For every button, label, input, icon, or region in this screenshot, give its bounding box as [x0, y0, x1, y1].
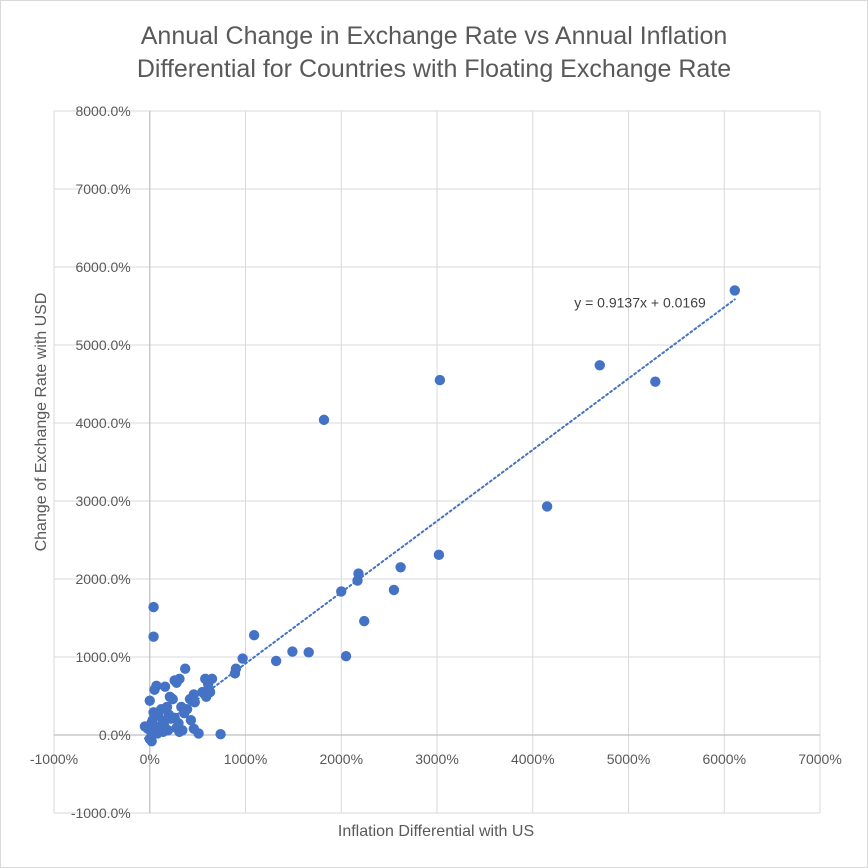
y-tick-label: 8000.0% — [75, 103, 130, 119]
x-tick-label: 6000% — [702, 751, 746, 767]
data-point — [193, 728, 204, 739]
data-point — [340, 651, 352, 662]
data-point — [156, 704, 167, 715]
data-point — [215, 729, 226, 740]
data-point — [729, 285, 740, 296]
data-point — [352, 575, 363, 586]
trendline-path — [143, 298, 736, 740]
data-point — [167, 693, 178, 705]
data-point — [144, 733, 155, 745]
data-point — [388, 584, 400, 596]
y-tick-label: 3000.0% — [75, 493, 130, 509]
data-point — [237, 653, 248, 664]
x-tick-label: 1000% — [224, 751, 268, 767]
data-point — [248, 629, 260, 641]
data-point — [148, 601, 159, 613]
y-tick-label: 4000.0% — [75, 415, 130, 431]
data-point — [434, 374, 446, 386]
x-tick-label: 5000% — [607, 751, 651, 767]
x-tick-label: 2000% — [319, 751, 363, 767]
y-tick-label: 5000.0% — [75, 337, 130, 353]
data-point — [594, 360, 605, 371]
y-tick-label: 1000.0% — [75, 649, 130, 665]
y-tick-label: -1000.0% — [71, 805, 131, 821]
x-tick-label: 7000% — [798, 751, 842, 767]
data-point — [287, 646, 298, 657]
y-tick-label: 0.0% — [99, 727, 131, 743]
data-point — [650, 376, 661, 387]
data-point — [171, 677, 182, 688]
y-axis-title: Change of Exchange Rate with USD — [33, 293, 50, 552]
data-point — [147, 714, 158, 726]
chart-title: Annual Change in Exchange Rate vs Annual… — [137, 22, 731, 83]
chart-title-line-1: Annual Change in Exchange Rate vs Annual… — [141, 22, 728, 50]
x-tick-label: 4000% — [511, 751, 555, 767]
chart-title-line-2: Differential for Countries with Floating… — [137, 55, 731, 83]
y-tick-label: 2000.0% — [75, 571, 130, 587]
data-point — [169, 712, 180, 724]
data-point — [151, 722, 162, 734]
data-point — [179, 663, 191, 674]
data-point — [174, 726, 185, 738]
data-point — [303, 647, 314, 658]
data-point — [185, 714, 197, 726]
data-point — [159, 681, 171, 692]
x-tick-label: 3000% — [415, 751, 459, 767]
x-tick-label: -1000% — [30, 751, 78, 767]
data-point — [433, 549, 445, 561]
data-point — [229, 668, 241, 679]
tick-labels: -1000% 0% 1000% 2000% 3000% 4000% 5000% 6000% 70… — [30, 103, 842, 821]
data-point — [201, 691, 212, 702]
data-point — [148, 631, 159, 642]
trendline-equation: y = 0.9137x + 0.0169 — [574, 294, 706, 310]
x-axis-title: Inflation Differential with US — [338, 823, 534, 840]
data-point — [541, 501, 553, 512]
data-point — [189, 697, 200, 708]
data-point — [270, 655, 282, 667]
data-point — [359, 615, 370, 627]
gridlines — [53, 110, 821, 814]
data-point — [139, 721, 151, 732]
trendline — [143, 298, 736, 740]
data-point — [336, 586, 347, 597]
data-point — [149, 684, 160, 695]
y-tick-label: 7000.0% — [75, 181, 130, 197]
data-point — [395, 562, 406, 573]
x-tick-label: 0% — [140, 751, 160, 767]
data-points — [139, 285, 740, 747]
data-point — [202, 679, 214, 690]
y-tick-label: 6000.0% — [75, 259, 130, 275]
data-point — [179, 707, 190, 719]
data-point — [318, 414, 330, 426]
data-point — [144, 695, 155, 706]
